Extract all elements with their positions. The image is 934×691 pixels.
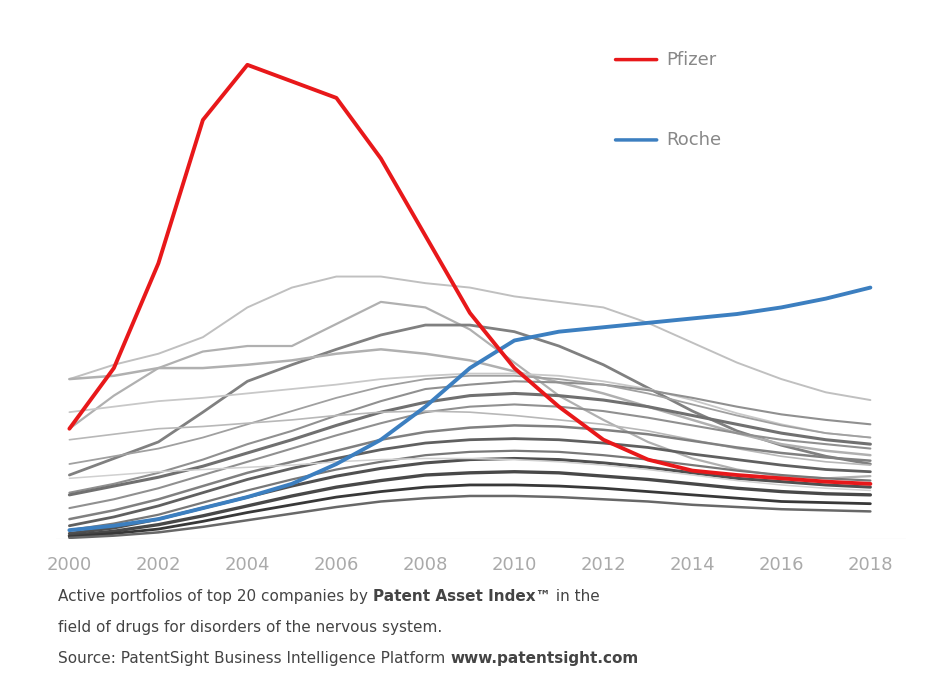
Text: Patent Asset Index™: Patent Asset Index™ bbox=[373, 589, 550, 604]
Text: Active portfolios of top 20 companies by: Active portfolios of top 20 companies by bbox=[58, 589, 373, 604]
Text: field of drugs for disorders of the nervous system.: field of drugs for disorders of the nerv… bbox=[58, 621, 442, 635]
Text: Source: PatentSight Business Intelligence Platform: Source: PatentSight Business Intelligenc… bbox=[58, 652, 450, 666]
Text: www.patentsight.com: www.patentsight.com bbox=[450, 652, 638, 666]
Text: in the: in the bbox=[550, 589, 600, 604]
Text: Roche: Roche bbox=[666, 131, 721, 149]
Text: Pfizer: Pfizer bbox=[666, 50, 716, 68]
